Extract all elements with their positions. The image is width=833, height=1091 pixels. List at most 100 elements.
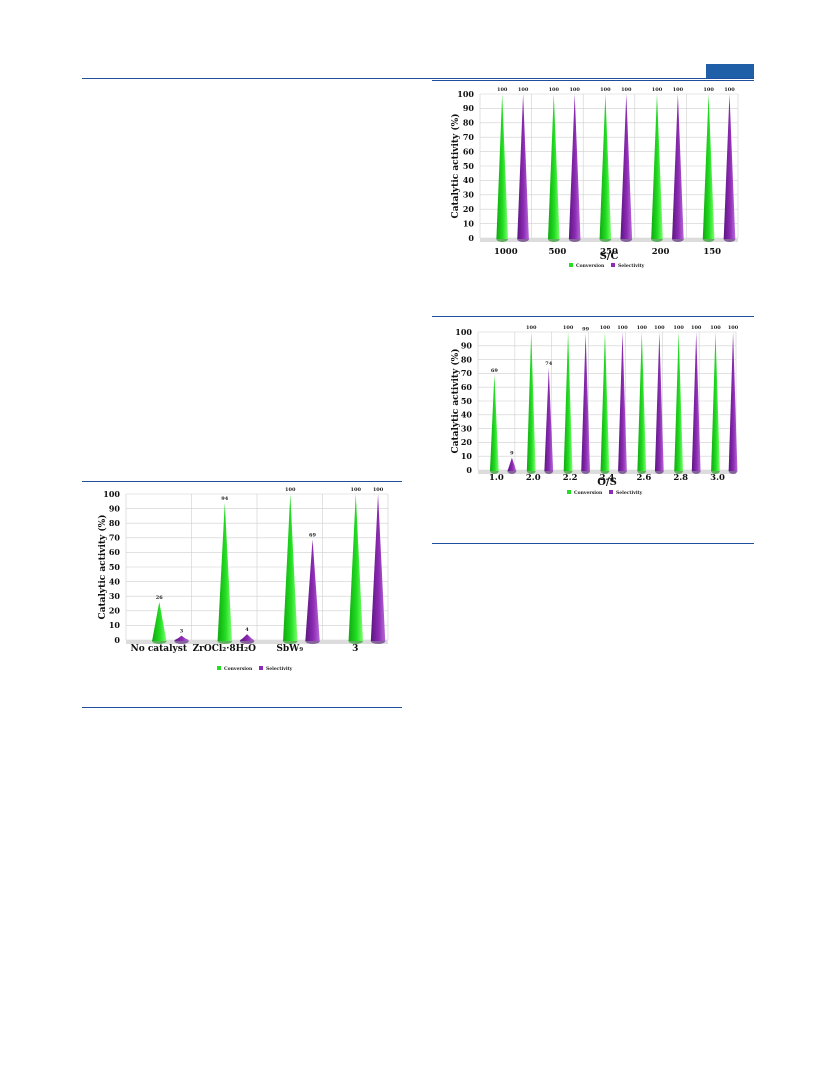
selectivity-value-label: 100 bbox=[621, 87, 632, 93]
conversion-bar bbox=[526, 332, 536, 471]
selectivity-bar bbox=[654, 332, 664, 471]
conversion-value-label: 100 bbox=[600, 325, 611, 331]
figure-bottom-rule-cat bbox=[82, 707, 402, 708]
selectivity-bar bbox=[239, 634, 255, 641]
chart-sc: 0 10 20 30 40 50 60 70 80 90 100 100 100 1000 100 100 50… bbox=[450, 87, 739, 269]
y-tick-label: 20 bbox=[461, 437, 473, 447]
conversion-bar bbox=[217, 502, 232, 641]
selectivity-value-label: 100 bbox=[569, 87, 580, 93]
conversion-bar bbox=[599, 94, 612, 239]
x-tick-label: 1000 bbox=[494, 247, 518, 257]
selectivity-value-label: 4 bbox=[245, 627, 249, 633]
y-tick-label: 90 bbox=[109, 503, 121, 513]
chart-floor bbox=[126, 640, 388, 644]
y-tick-label: 0 bbox=[466, 465, 472, 475]
selectivity-value-label: 100 bbox=[673, 87, 684, 93]
conversion-value-label: 100 bbox=[549, 87, 560, 93]
selectivity-value-label: 100 bbox=[617, 325, 628, 331]
legend-label-conversion: Conversion bbox=[576, 263, 605, 269]
conversion-value-label: 69 bbox=[491, 368, 498, 374]
legend-swatch-selectivity bbox=[611, 263, 615, 267]
selectivity-bar bbox=[723, 94, 736, 239]
y-tick-label: 10 bbox=[109, 620, 121, 630]
y-tick-label: 30 bbox=[109, 591, 121, 601]
y-tick-label: 0 bbox=[468, 233, 474, 243]
y-tick-label: 0 bbox=[114, 635, 120, 645]
legend-swatch-conversion bbox=[567, 490, 571, 494]
x-tick-label: 2.4 bbox=[600, 473, 615, 483]
y-tick-label: 50 bbox=[461, 396, 473, 406]
figure-top-rule-os bbox=[432, 316, 754, 317]
x-tick-label: 500 bbox=[549, 247, 567, 257]
y-tick-label: 70 bbox=[461, 368, 473, 378]
selectivity-bar bbox=[581, 333, 591, 471]
selectivity-bar bbox=[618, 332, 627, 471]
selectivity-bar bbox=[568, 94, 581, 239]
conversion-value-label: 100 bbox=[563, 325, 574, 331]
x-tick-label: No catalyst bbox=[130, 644, 187, 654]
chart-os: 0 10 20 30 40 50 60 70 80 90 100 69 9 1.0 100 74 2.0 100 9… bbox=[450, 325, 739, 496]
x-tick-label: 1.0 bbox=[489, 473, 504, 483]
selectivity-value-label: 100 bbox=[728, 325, 739, 331]
selectivity-bar bbox=[728, 332, 738, 471]
legend-swatch-conversion bbox=[569, 263, 573, 267]
conversion-bar bbox=[283, 494, 298, 641]
conversion-value-label: 94 bbox=[221, 496, 228, 502]
y-tick-label: 20 bbox=[109, 606, 121, 616]
selectivity-bar bbox=[620, 94, 633, 239]
selectivity-value-label: 100 bbox=[654, 325, 665, 331]
y-tick-label: 100 bbox=[455, 327, 472, 337]
selectivity-bar bbox=[370, 494, 386, 641]
x-axis-label: S/C bbox=[600, 251, 619, 262]
y-tick-label: 30 bbox=[461, 423, 473, 433]
conversion-value-label: 100 bbox=[351, 487, 362, 493]
x-tick-label: 3.0 bbox=[710, 473, 725, 483]
header-accent-block bbox=[706, 64, 754, 78]
conversion-bar bbox=[702, 94, 715, 239]
selectivity-value-label: 100 bbox=[373, 487, 384, 493]
header-rule bbox=[82, 78, 754, 79]
conversion-value-label: 100 bbox=[703, 87, 714, 93]
y-tick-label: 40 bbox=[463, 175, 475, 185]
conversion-bar bbox=[547, 94, 560, 239]
conversion-value-label: 100 bbox=[652, 87, 663, 93]
conversion-bar bbox=[651, 94, 663, 239]
conversion-value-label: 100 bbox=[673, 325, 684, 331]
figure-bottom-rule-os bbox=[432, 543, 754, 544]
y-tick-label: 60 bbox=[461, 382, 473, 392]
y-tick-label: 70 bbox=[109, 533, 121, 543]
conversion-value-label: 100 bbox=[285, 487, 296, 493]
y-tick-label: 60 bbox=[109, 547, 121, 557]
y-tick-label: 70 bbox=[463, 132, 475, 142]
selectivity-bar bbox=[174, 635, 189, 641]
y-tick-label: 90 bbox=[461, 341, 473, 351]
legend-label-selectivity: Selectivity bbox=[616, 490, 643, 496]
conversion-bar bbox=[711, 332, 720, 471]
selectivity-bar bbox=[544, 367, 554, 471]
conversion-bar bbox=[496, 94, 508, 239]
figure-top-rule-sc bbox=[432, 80, 754, 81]
y-tick-label: 20 bbox=[463, 204, 475, 214]
selectivity-bar bbox=[305, 539, 320, 641]
y-tick-label: 80 bbox=[461, 354, 473, 364]
y-tick-label: 50 bbox=[463, 161, 475, 171]
y-tick-label: 30 bbox=[463, 190, 475, 200]
x-tick-label: 2.2 bbox=[563, 473, 578, 483]
y-tick-label: 10 bbox=[463, 218, 475, 228]
y-tick-label: 50 bbox=[109, 562, 121, 572]
x-tick-label: 200 bbox=[652, 247, 670, 257]
selectivity-bar bbox=[507, 457, 517, 471]
y-tick-label: 40 bbox=[109, 576, 121, 586]
x-tick-label: 250 bbox=[600, 247, 618, 257]
conversion-bar bbox=[637, 332, 647, 471]
legend-label-conversion: Conversion bbox=[224, 666, 253, 672]
legend-label-conversion: Conversion bbox=[574, 490, 603, 496]
legend-swatch-selectivity bbox=[259, 666, 263, 670]
x-tick-label: ZrOCl₂·8H₂O bbox=[193, 644, 257, 654]
y-tick-label: 10 bbox=[461, 451, 473, 461]
figure-top-rule-cat bbox=[82, 481, 402, 482]
conversion-bar bbox=[348, 494, 363, 641]
legend-label-selectivity: Selectivity bbox=[266, 666, 293, 672]
legend-label-selectivity: Selectivity bbox=[618, 263, 645, 269]
y-axis-label: Catalytic activity (%) bbox=[97, 515, 108, 620]
